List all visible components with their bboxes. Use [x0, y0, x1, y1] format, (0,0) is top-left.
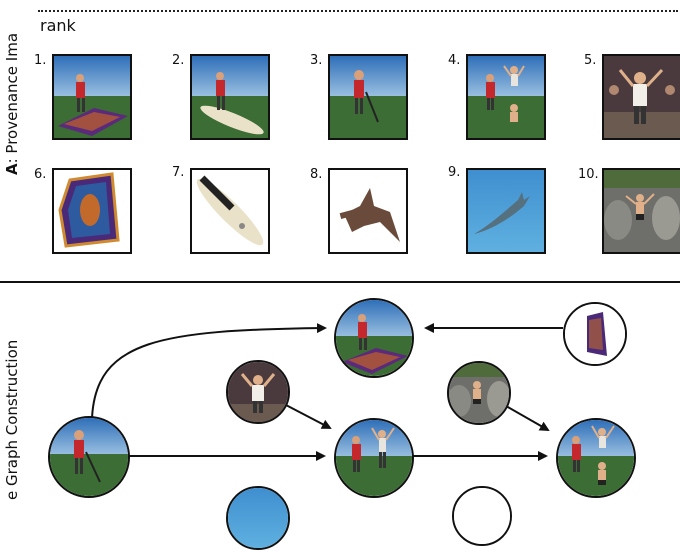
edge-rocks-to-final [505, 405, 550, 431]
party-donor-node[interactable] [226, 360, 290, 424]
rank-number: 7. [172, 165, 185, 180]
magic-carpet-image[interactable] [52, 168, 132, 254]
final-composite-node[interactable] [556, 418, 636, 498]
man-with-dancers-image[interactable] [466, 54, 546, 140]
edge-party-to-dancers [283, 403, 332, 429]
man-on-paddleboard-image[interactable] [190, 54, 270, 140]
carpet-composite-node[interactable] [334, 298, 414, 378]
rank-number: 5. [584, 53, 597, 68]
dancer-on-rocks-image[interactable] [602, 168, 680, 254]
source-man-node[interactable] [48, 416, 130, 498]
shark-in-water-image[interactable] [466, 168, 546, 254]
rank-number: 6. [34, 167, 47, 182]
water-node[interactable] [226, 486, 290, 550]
rank-number: 3. [310, 53, 323, 68]
dancers-composite-node[interactable] [334, 418, 414, 498]
rank-number: 9. [448, 165, 461, 180]
rocks-donor-node[interactable] [447, 361, 511, 425]
party-crowd-image[interactable] [602, 54, 680, 140]
rank-number: 2. [172, 53, 185, 68]
paddleboard-image[interactable] [190, 168, 270, 254]
graph-edges [91, 323, 563, 461]
rank-title: rank [40, 16, 76, 35]
man-by-lake-image[interactable] [328, 54, 408, 140]
rank-number: 4. [448, 53, 461, 68]
rank-number: 10. [578, 167, 599, 182]
section-divider [0, 281, 680, 283]
edge-source-to-carpet-composite [91, 323, 327, 419]
rank-number: 1. [34, 53, 47, 68]
man-on-carpet-image[interactable] [52, 54, 132, 140]
dotted-divider [38, 10, 678, 12]
carpet-source-node[interactable] [563, 302, 627, 366]
hammerhead-shark-image[interactable] [328, 168, 408, 254]
blank-node[interactable] [452, 486, 512, 546]
rank-number: 8. [310, 167, 323, 182]
